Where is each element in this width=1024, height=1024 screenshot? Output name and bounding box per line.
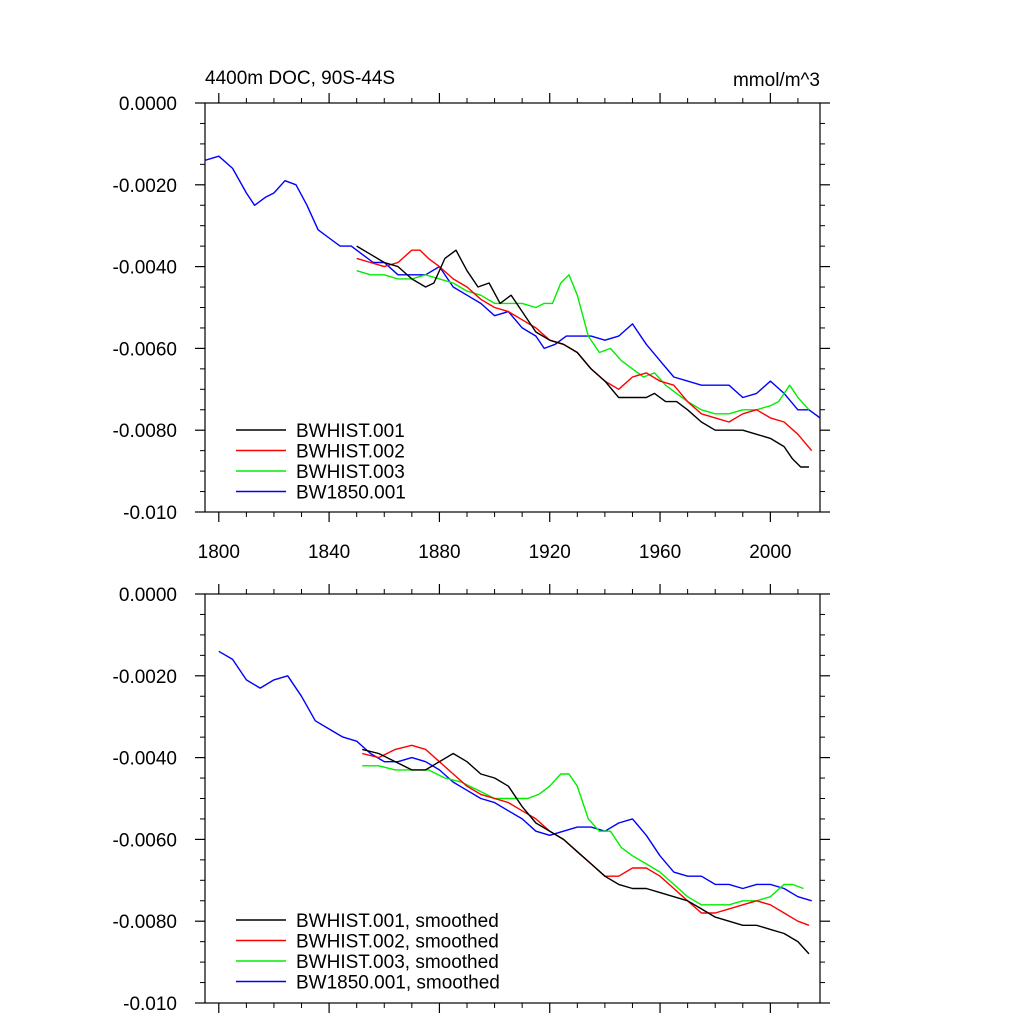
x-tick-label: 2000 xyxy=(749,542,791,563)
y-tick-label: 0.0000 xyxy=(119,585,177,606)
y-tick-label: -0.0080 xyxy=(113,912,177,933)
figure-title-left: 4400m DOC, 90S-44S xyxy=(205,68,395,89)
x-tick-label: 1960 xyxy=(639,542,681,563)
y-tick-label: -0.0080 xyxy=(113,421,177,442)
legend-label: BWHIST.002 xyxy=(296,442,405,463)
y-tick-label: -0.0060 xyxy=(113,339,177,360)
legend-label: BWHIST.003, smoothed xyxy=(296,952,499,973)
legend-label: BW1850.001 xyxy=(296,483,406,504)
y-tick-label: -0.0020 xyxy=(113,176,177,197)
y-tick-label: 0.0000 xyxy=(119,94,177,115)
y-tick-label: -0.0040 xyxy=(113,258,177,279)
top-panel: 1800 1840 1880 1920 1960 2000 0.0000 -0.0020 -0.… xyxy=(113,93,830,563)
y-tick-label: -0.0040 xyxy=(113,749,177,770)
series-line-bwhist-003-smoothed xyxy=(362,765,804,906)
bottom-panel: 0.0000 -0.0020 -0.0040 -0.0060 -0.0080 -0.010… xyxy=(113,584,830,1015)
y-tick-label: -0.0060 xyxy=(113,830,177,851)
series-line-bwhist-001-smoothed xyxy=(362,748,810,955)
x-tick-label: 1840 xyxy=(308,542,350,563)
series-line-bwhist-002-smoothed xyxy=(362,744,810,926)
series-line-bw1850-001 xyxy=(205,155,820,419)
series-line-bw1850-001-smoothed xyxy=(218,650,812,902)
figure-units-label: mmol/m^3 xyxy=(733,70,820,91)
series-line-bwhist-002 xyxy=(356,249,813,452)
series-line-bwhist-003 xyxy=(356,270,810,415)
legend-label: BWHIST.001, smoothed xyxy=(296,911,499,932)
legend-label: BWHIST.001 xyxy=(296,421,405,442)
y-tick-label: -0.0020 xyxy=(113,667,177,688)
legend-label: BW1850.001, smoothed xyxy=(296,973,500,994)
y-tick-label: -0.010 xyxy=(123,994,177,1015)
x-tick-label: 1920 xyxy=(529,542,571,563)
legend-label: BWHIST.002, smoothed xyxy=(296,932,499,953)
x-tick-label: 1800 xyxy=(198,542,240,563)
series-line-bwhist-001 xyxy=(356,245,809,468)
y-tick-label: -0.010 xyxy=(123,503,177,524)
legend-label: BWHIST.003 xyxy=(296,462,405,483)
x-tick-label: 1880 xyxy=(418,542,460,563)
